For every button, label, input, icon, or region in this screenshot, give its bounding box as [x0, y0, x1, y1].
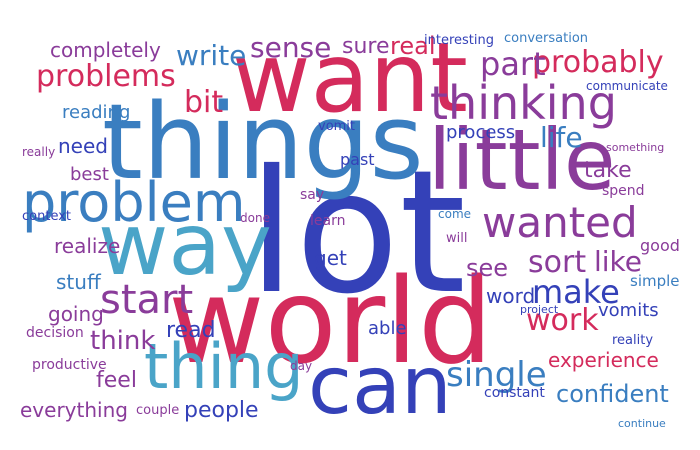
- word-conversation: conversation: [504, 31, 589, 46]
- word-come: come: [438, 207, 472, 221]
- word-feel: feel: [96, 368, 137, 393]
- word-really: really: [22, 145, 56, 159]
- word-say: say: [300, 187, 325, 203]
- word-something: something: [606, 141, 665, 154]
- word-little: little: [428, 111, 616, 209]
- word-want: want: [232, 22, 468, 134]
- word-sense: sense: [250, 31, 332, 64]
- word-get: get: [314, 246, 347, 270]
- word-word: word: [486, 284, 536, 308]
- word-start: start: [100, 277, 194, 323]
- word-project: project: [520, 303, 559, 316]
- word-will: will: [446, 231, 468, 246]
- word-confident: confident: [556, 380, 669, 408]
- word-problem: problem: [22, 171, 246, 234]
- word-day: day: [290, 359, 313, 373]
- word-people: people: [184, 398, 259, 423]
- word-reality: reality: [612, 333, 654, 348]
- word-stuff: stuff: [56, 270, 101, 294]
- word-single: single: [446, 355, 547, 395]
- word-constant: constant: [484, 385, 545, 401]
- word-sure: sure: [342, 34, 390, 59]
- word-take: take: [584, 158, 632, 183]
- word-think: think: [90, 326, 156, 356]
- word-simple: simple: [630, 272, 680, 290]
- word-wanted: wanted: [482, 198, 638, 247]
- word-thinking: thinking: [430, 76, 617, 130]
- word-work: work: [526, 303, 599, 338]
- word-spend: spend: [602, 183, 645, 199]
- word-vomits: vomits: [598, 300, 659, 321]
- word-thing: thing: [144, 330, 304, 403]
- word-can: can: [308, 339, 452, 432]
- word-learn: learn: [310, 213, 346, 229]
- word-sort: sort: [528, 245, 587, 280]
- word-like: like: [594, 245, 643, 278]
- word-need: need: [58, 134, 108, 158]
- word-write: write: [176, 39, 247, 72]
- word-everything: everything: [20, 398, 128, 422]
- word-see: see: [466, 254, 509, 282]
- word-bit: bit: [184, 85, 224, 120]
- word-reading: reading: [62, 102, 131, 123]
- word-vomit: vomit: [318, 119, 356, 134]
- word-world: world: [168, 252, 493, 390]
- word-completely: completely: [50, 38, 161, 62]
- word-make: make: [532, 273, 620, 311]
- word-things: things: [102, 81, 424, 203]
- word-done: done: [240, 211, 270, 225]
- word-read: read: [166, 318, 216, 343]
- word-decision: decision: [26, 325, 84, 341]
- word-lot: lot: [248, 134, 466, 332]
- word-best: best: [70, 164, 109, 185]
- word-couple: couple: [136, 403, 180, 418]
- word-continue: continue: [618, 417, 666, 430]
- word-real: real: [390, 32, 436, 60]
- word-good: good: [640, 236, 680, 255]
- word-past: past: [340, 150, 375, 169]
- word-context: context: [22, 209, 71, 224]
- word-experience: experience: [548, 348, 659, 372]
- word-way: way: [98, 195, 272, 295]
- word-interesting: interesting: [424, 33, 494, 48]
- word-part: part: [480, 45, 546, 83]
- word-realize: realize: [54, 234, 121, 258]
- word-going: going: [48, 302, 104, 326]
- word-communicate: communicate: [586, 79, 668, 93]
- word-probably: probably: [532, 45, 664, 80]
- word-able: able: [368, 318, 407, 339]
- word-life: life: [540, 121, 583, 154]
- word-productive: productive: [32, 357, 107, 373]
- word-problems: problems: [36, 59, 176, 94]
- word-process: process: [446, 122, 516, 143]
